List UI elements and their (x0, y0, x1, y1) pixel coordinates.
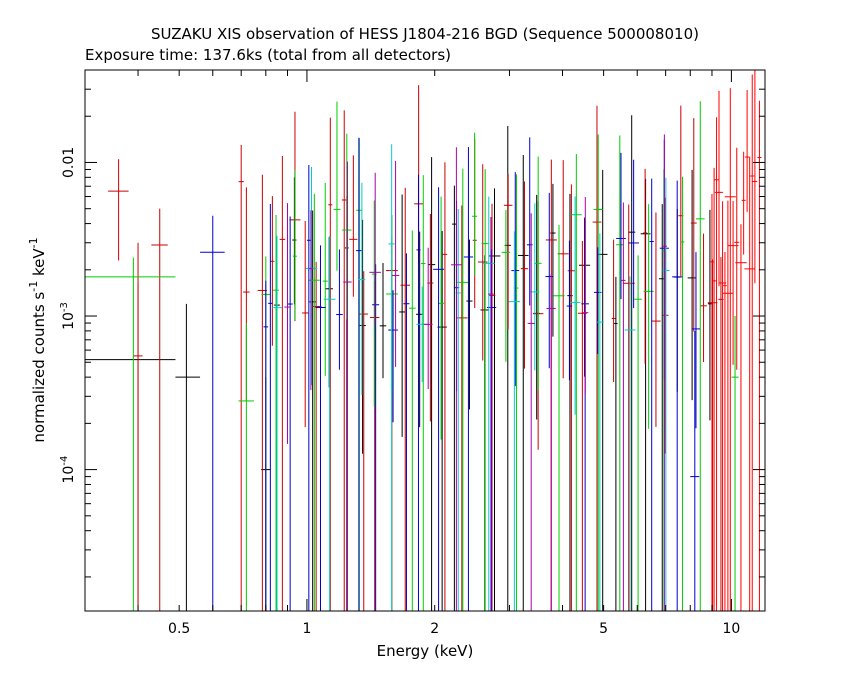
y-tick-label: 0.01 (61, 147, 77, 178)
series-4 (272, 144, 670, 611)
y-tick-label-group: 10-3 (59, 302, 77, 330)
plot-frame (84, 69, 766, 612)
y-axis-label-sup2: -1 (27, 237, 40, 248)
y-tick-label: 10-4 (59, 456, 77, 484)
y-tick-label-group: 0.01 (61, 147, 77, 178)
y-tick-label-sup: -3 (59, 302, 70, 312)
x-tick-label: 2 (430, 621, 439, 637)
y-tick-label-sup: -4 (59, 456, 70, 466)
y-tick-label: 10-3 (59, 302, 77, 330)
x-tick-label: 10 (722, 621, 740, 637)
series-layer (85, 70, 762, 611)
y-tick-label-base: 10 (61, 312, 77, 330)
series-5 (284, 134, 667, 611)
y-tick-label-base: 0.01 (61, 147, 77, 178)
series-6 (709, 70, 762, 611)
series-3 (200, 137, 701, 611)
y-axis-label-unit: keV (30, 248, 48, 281)
x-axis-label: Energy (keV) (377, 642, 474, 660)
y-tick-label-group: 10-4 (59, 456, 77, 484)
chart-subtitle: Exposure time: 137.6ks (total from all d… (85, 46, 451, 64)
series-0 (85, 115, 712, 611)
y-axis-label-main: normalized counts s (30, 292, 48, 443)
series-2 (85, 101, 739, 611)
x-tick-label: 5 (599, 621, 608, 637)
x-tick-label: 0.5 (168, 621, 190, 637)
y-axis-label: normalized counts s-1 keV-1 (27, 237, 48, 442)
chart-title: SUZAKU XIS observation of HESS J1804-216… (151, 25, 699, 43)
x-tick-label: 1 (302, 621, 311, 637)
y-axis-label-sup1: -1 (27, 281, 40, 292)
y-tick-label-base: 10 (61, 466, 77, 484)
